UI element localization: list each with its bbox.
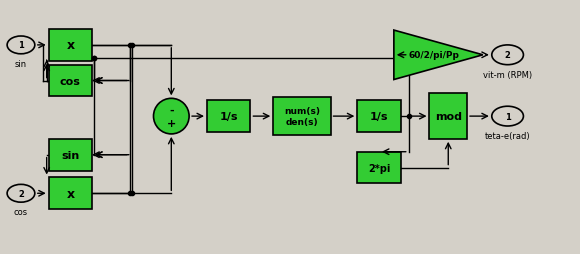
Text: teta-e(rad): teta-e(rad)	[485, 131, 531, 140]
Text: 2*pi: 2*pi	[368, 163, 390, 173]
Ellipse shape	[492, 107, 523, 126]
Ellipse shape	[7, 37, 35, 55]
Text: 1: 1	[18, 41, 24, 50]
Text: x: x	[66, 39, 74, 52]
Bar	[357, 152, 401, 184]
Text: vit-m (RPM): vit-m (RPM)	[483, 70, 532, 79]
Text: 1/s: 1/s	[370, 112, 388, 122]
Text: cos: cos	[60, 76, 81, 86]
Text: num(s)
den(s): num(s) den(s)	[284, 107, 320, 126]
Text: 60/2/pi/Pp: 60/2/pi/Pp	[408, 51, 459, 60]
Text: 1: 1	[505, 112, 510, 121]
Bar	[273, 98, 331, 135]
Polygon shape	[394, 31, 483, 80]
Text: +: +	[166, 119, 176, 129]
Bar	[49, 66, 92, 97]
Text: x: x	[66, 187, 74, 200]
Bar	[49, 30, 92, 61]
Ellipse shape	[492, 46, 523, 66]
Text: mod: mod	[435, 112, 462, 122]
Text: 2: 2	[18, 189, 24, 198]
Circle shape	[154, 99, 189, 134]
Text: cos: cos	[14, 207, 28, 216]
Bar	[49, 178, 92, 209]
Text: -: -	[169, 105, 173, 115]
Text: sin: sin	[61, 150, 79, 160]
Text: sin: sin	[15, 59, 27, 69]
Bar	[429, 94, 467, 139]
Ellipse shape	[7, 185, 35, 202]
Bar	[357, 101, 401, 132]
Text: 2: 2	[505, 51, 510, 60]
Bar	[49, 139, 92, 171]
Text: 1/s: 1/s	[219, 112, 238, 122]
Bar	[207, 101, 251, 132]
